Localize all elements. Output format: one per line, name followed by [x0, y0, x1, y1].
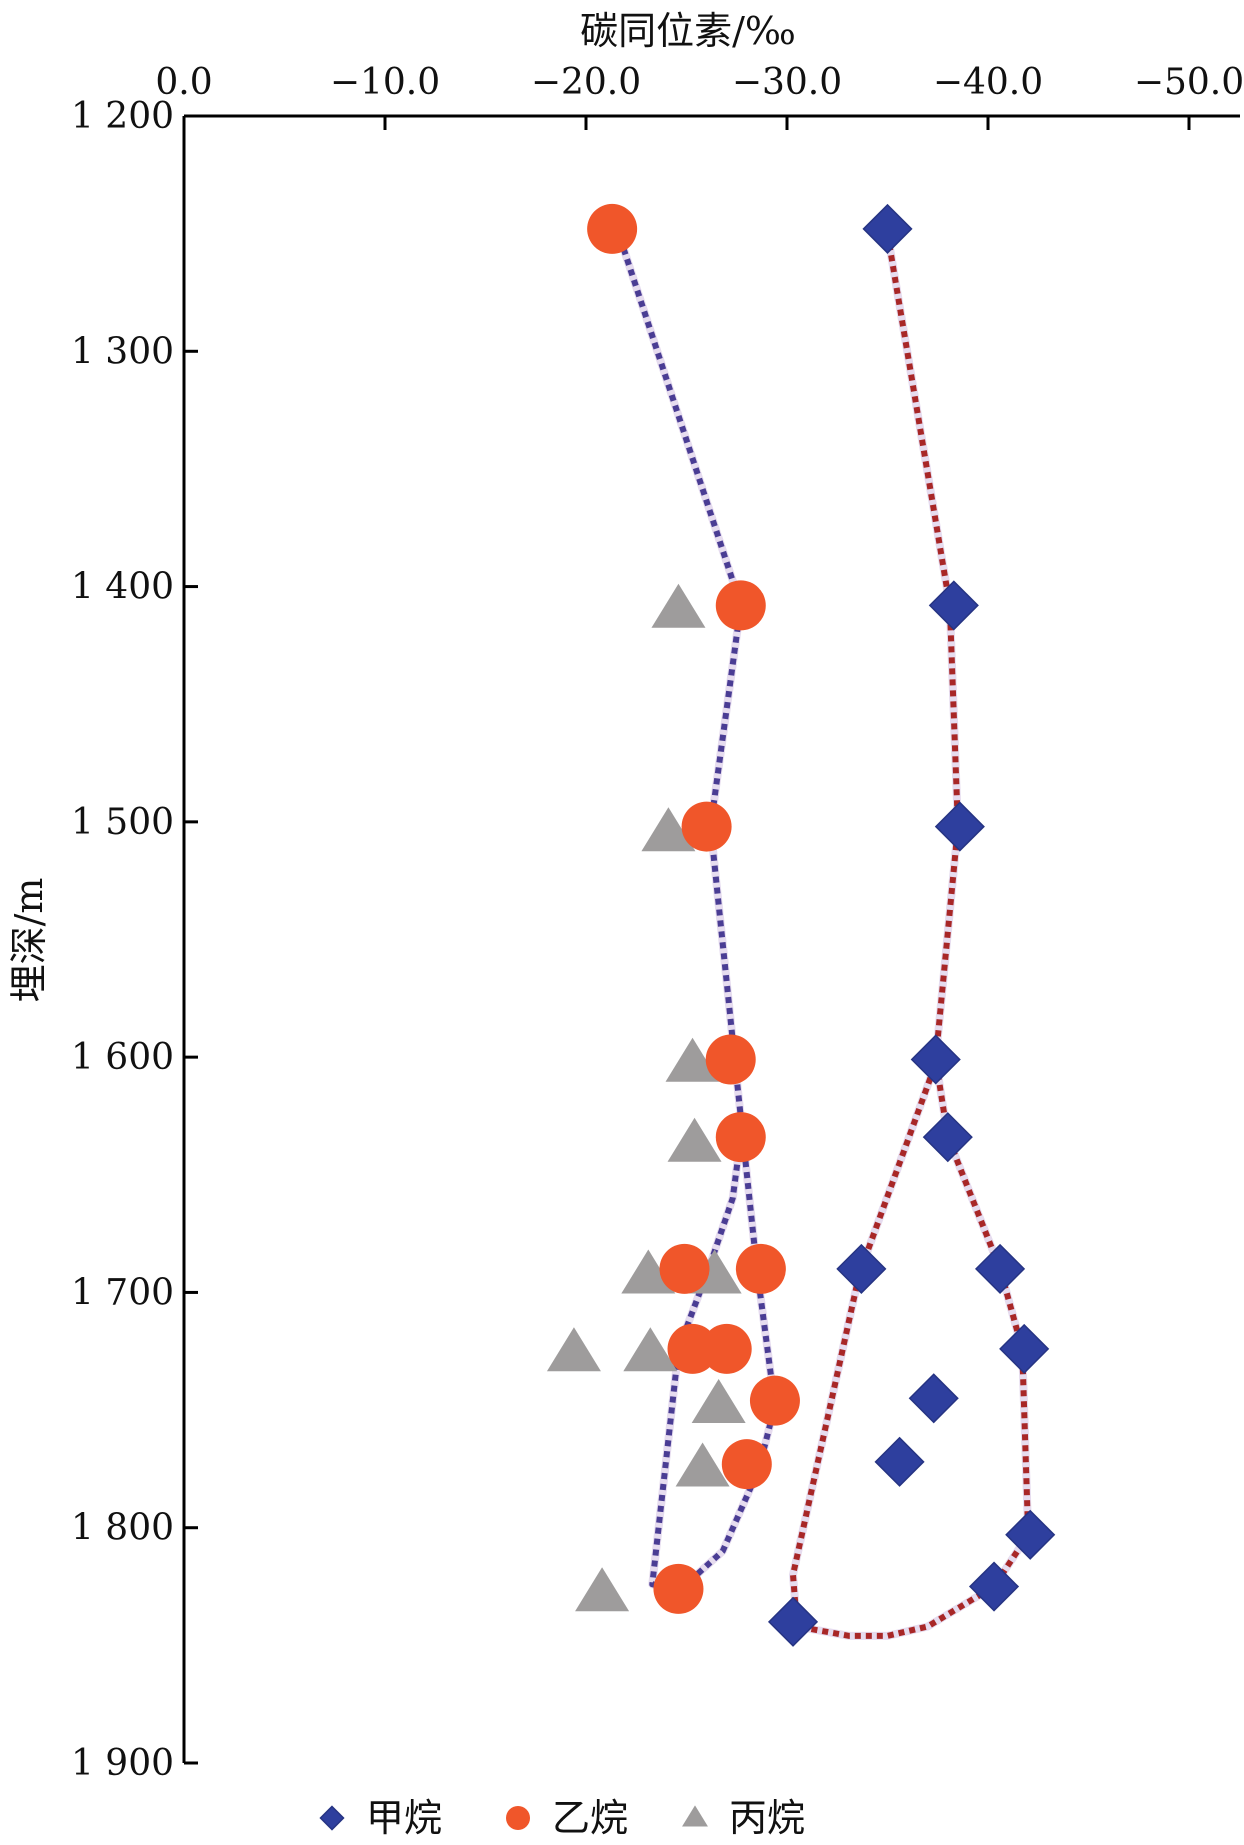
y-tick-label: 1 600	[71, 1037, 174, 1078]
methane-point-9	[908, 1373, 959, 1424]
legend: 甲烷 乙烷 丙烷	[319, 1796, 805, 1840]
x-tick-label: 0.0	[155, 62, 212, 103]
legend-label-propane: 丙烷	[729, 1796, 805, 1840]
propane-point-10	[675, 1442, 730, 1487]
methane-point-3	[934, 801, 985, 852]
y-tick-label: 1 800	[71, 1508, 174, 1549]
data-points	[546, 203, 1056, 1647]
ethane-point-1	[587, 203, 638, 254]
x-tick-label: −40.0	[933, 62, 1043, 103]
y-tick-label: 1 400	[71, 567, 174, 608]
methane-point-12	[968, 1561, 1020, 1612]
propane-point-7	[546, 1327, 601, 1372]
trend-line-2	[790, 233, 1032, 1639]
ethane-point-12	[653, 1563, 704, 1614]
x-tick-label: −10.0	[330, 62, 440, 103]
trend-line-1	[617, 237, 778, 1595]
methane-point-6	[836, 1243, 887, 1294]
propane-point-11	[575, 1567, 630, 1612]
propane-point-4	[667, 1117, 722, 1162]
x-tick-label: −20.0	[531, 62, 641, 103]
propane-point-2	[641, 807, 696, 852]
methane-point-13	[767, 1596, 819, 1647]
legend-label-ethane: 乙烷	[552, 1796, 628, 1840]
y-tick-label: 1 200	[71, 96, 174, 137]
y-tick-label: 1 300	[71, 331, 174, 372]
legend-label-methane: 甲烷	[366, 1796, 442, 1840]
methane-point-7	[974, 1243, 1026, 1294]
propane-point-5	[621, 1249, 676, 1294]
legend-marker-propane	[682, 1805, 708, 1827]
ethane-point-2	[715, 580, 766, 631]
legend-marker-ethane	[506, 1806, 530, 1830]
methane-point-1	[862, 203, 913, 254]
ethane-point-7	[735, 1243, 786, 1294]
methane-point-11	[1005, 1509, 1056, 1560]
ethane-point-10	[749, 1375, 800, 1426]
legend-marker-methane	[319, 1805, 345, 1831]
methane-point-4	[910, 1034, 961, 1085]
ethane-point-3	[681, 801, 732, 852]
ethane-point-11	[721, 1439, 772, 1490]
ethane-point-8	[667, 1323, 718, 1374]
x-axis-title: 碳同位素/‰	[580, 9, 796, 53]
trend-lines	[616, 229, 1033, 1640]
ethane-point-9	[701, 1323, 752, 1374]
methane-point-8	[999, 1323, 1050, 1374]
x-tick-label: −50.0	[1134, 62, 1244, 103]
methane-point-5	[922, 1112, 973, 1163]
methane-point-2	[928, 580, 979, 631]
x-tick-label: −30.0	[732, 62, 842, 103]
trend-line-halo-1	[616, 234, 779, 1596]
ethane-point-6	[659, 1243, 710, 1294]
y-tick-label: 1 500	[71, 802, 174, 843]
propane-point-9	[691, 1378, 746, 1423]
ethane-point-4	[705, 1034, 756, 1085]
y-tick-label: 1 700	[71, 1272, 174, 1313]
y-tick-label: 1 900	[71, 1743, 174, 1784]
methane-point-10	[874, 1436, 925, 1487]
ethane-point-5	[715, 1112, 766, 1163]
propane-point-3	[665, 1037, 720, 1082]
axes: 0.0 −10.0 −20.0 −30.0 −40.0 −50.0 1 200 1 300 1 …	[71, 62, 1244, 1784]
propane-point-8	[623, 1327, 678, 1372]
propane-point-1	[651, 583, 706, 628]
y-axis-title: 埋深/m	[7, 878, 51, 1003]
